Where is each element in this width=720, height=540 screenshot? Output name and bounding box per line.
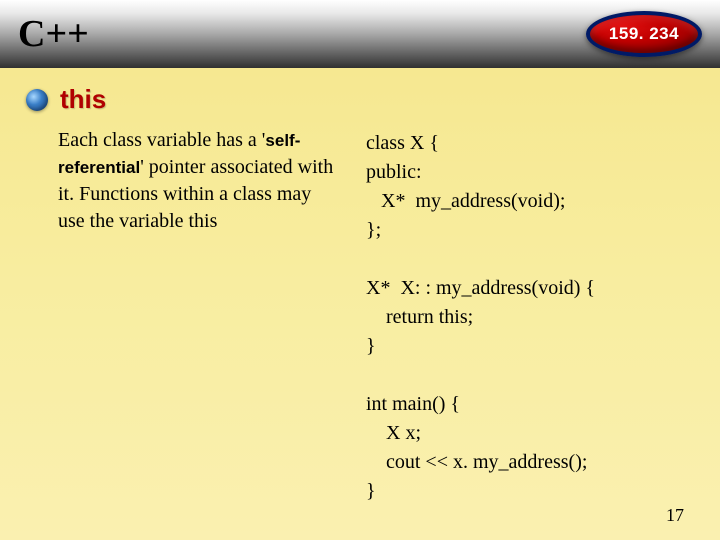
description-text: Each class variable has a 'self-referent… bbox=[58, 127, 338, 506]
course-badge-text: 159. 234 bbox=[609, 24, 679, 44]
section-heading: this bbox=[60, 84, 106, 115]
bullet-icon bbox=[26, 89, 48, 111]
content-columns: Each class variable has a 'self-referent… bbox=[0, 115, 720, 506]
page-title: C++ bbox=[18, 12, 89, 56]
code-block: class X { public: X* my_address(void); }… bbox=[366, 127, 692, 506]
course-badge: 159. 234 bbox=[586, 11, 702, 57]
header-bar: C++ 159. 234 bbox=[0, 0, 720, 68]
intro-before: Each class variable has a ' bbox=[58, 129, 265, 151]
section-heading-row: this bbox=[26, 84, 720, 115]
page-number: 17 bbox=[666, 505, 684, 526]
